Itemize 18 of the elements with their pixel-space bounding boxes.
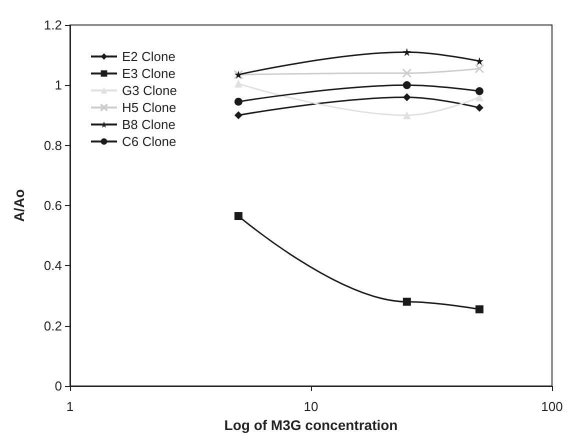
x-axis-title: Log of M3G concentration [224, 417, 398, 433]
y-tick-label: 0.6 [44, 198, 62, 213]
x-tick-label: 10 [304, 399, 318, 414]
y-tick-label: 0.4 [44, 258, 62, 274]
legend-label: E2 Clone [122, 49, 176, 64]
legend-label: E3 Clone [122, 66, 176, 81]
x-tick-label: 1 [66, 399, 74, 414]
legend-label: B8 Clone [122, 117, 176, 132]
y-tick-label: 0.2 [44, 318, 62, 334]
y-axis-title: A/Ao [11, 189, 27, 222]
legend-label: C6 Clone [122, 134, 176, 149]
y-tick-label: 0 [54, 378, 62, 394]
legend-label: G3 Clone [122, 83, 177, 98]
legend-label: H5 Clone [122, 100, 176, 115]
y-tick-label: 0.8 [44, 138, 62, 153]
y-tick-label: 1 [54, 78, 62, 93]
x-tick-label: 100 [541, 399, 563, 414]
y-tick-label: 1.2 [44, 18, 62, 32]
